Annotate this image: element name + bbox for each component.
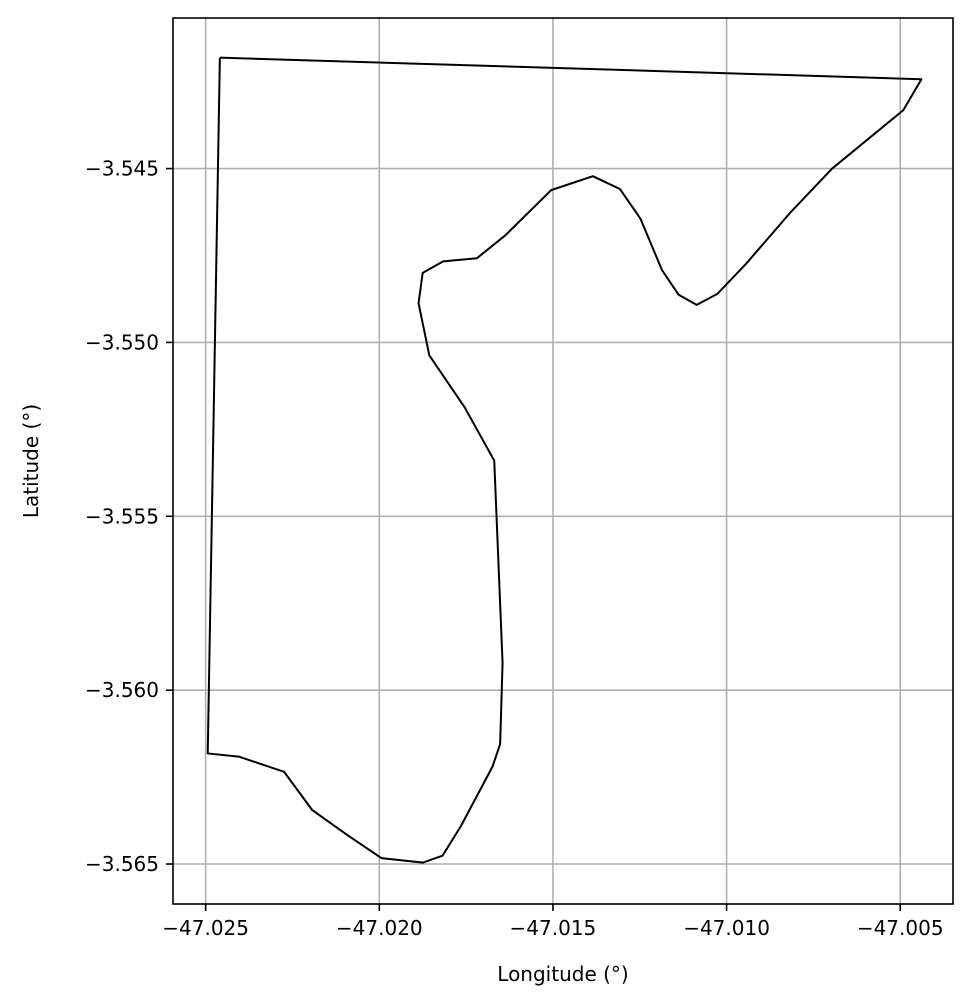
x-tick-label: −47.005	[857, 916, 944, 940]
plot-area	[173, 18, 953, 904]
y-axis-title: Latitude (°)	[19, 404, 43, 518]
x-tick-label: −47.010	[683, 916, 770, 940]
x-tick-label: −47.020	[336, 916, 423, 940]
y-tick-label: −3.550	[85, 330, 159, 354]
y-tick-label: −3.565	[85, 852, 159, 876]
x-axis-title: Longitude (°)	[497, 962, 628, 986]
y-tick-label: −3.555	[85, 504, 159, 528]
x-tick-label: −47.025	[162, 916, 249, 940]
y-tick-label: −3.545	[85, 157, 159, 181]
x-tick-label: −47.015	[510, 916, 597, 940]
y-tick-label: −3.560	[85, 678, 159, 702]
